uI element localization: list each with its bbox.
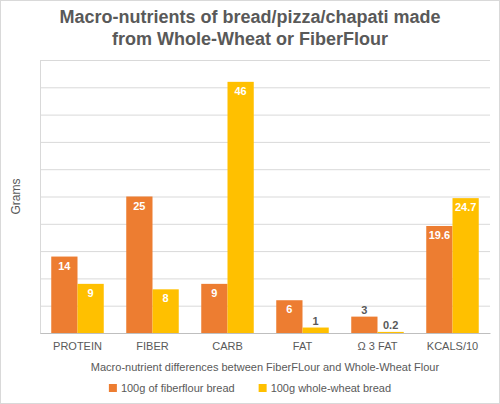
data-label: 8	[163, 292, 169, 304]
y-tick	[40, 87, 490, 88]
x-tick: FAT	[293, 333, 313, 352]
data-label: 3	[361, 304, 367, 316]
grid-line	[40, 142, 490, 143]
y-tick	[40, 224, 490, 225]
legend-item: 100g whole-wheat bread	[259, 382, 391, 394]
grid-line	[40, 169, 490, 170]
x-axis: PROTEIN FIBER CARB FAT Ω 3 FAT KCALS/10	[41, 333, 491, 352]
legend: 100g of fiberflour bread 100g whole-wheat…	[109, 382, 391, 394]
bars	[51, 82, 479, 333]
y-tick	[40, 197, 490, 198]
x-tick: CARB	[212, 333, 243, 352]
grid-line	[40, 115, 490, 116]
x-tick-label: FIBER	[136, 340, 168, 352]
legend-label: 100g of fiberflour bread	[121, 382, 235, 394]
bar	[153, 289, 179, 333]
grid-line	[40, 333, 490, 334]
bar	[126, 197, 152, 334]
x-tick-label: CARB	[212, 340, 243, 352]
x-tick: Ω 3 FAT	[358, 333, 398, 352]
bar	[51, 257, 77, 333]
y-axis-title: Grams	[9, 179, 23, 215]
y-tick	[40, 115, 490, 116]
data-label: 1	[313, 315, 319, 327]
bar	[378, 332, 404, 333]
y-axis	[40, 61, 490, 334]
y-tick	[40, 333, 490, 334]
bar	[453, 198, 479, 333]
x-axis-line	[41, 333, 491, 334]
data-label: 24.7	[455, 201, 476, 213]
bar	[276, 300, 302, 333]
data-label: 14	[58, 260, 71, 272]
bar	[228, 82, 254, 333]
data-label: 6	[286, 303, 292, 315]
x-axis-title: Macro-nutrient differences between Fiber…	[91, 361, 440, 373]
grid-line	[40, 60, 490, 61]
y-axis-line	[41, 61, 491, 334]
x-tick: FIBER	[136, 333, 168, 352]
legend-swatch	[109, 384, 117, 392]
grid-line	[40, 87, 490, 88]
data-label: 9	[88, 287, 94, 299]
data-label: 9	[211, 287, 217, 299]
bar	[426, 226, 452, 333]
grid-line	[40, 306, 490, 307]
bar	[303, 328, 329, 333]
x-tick: PROTEIN	[53, 333, 102, 352]
bar	[201, 284, 227, 333]
legend-label: 100g whole-wheat bread	[271, 382, 391, 394]
x-tick-label: PROTEIN	[53, 340, 102, 352]
plot: PROTEIN FIBER CARB FAT Ω 3 FAT KCALS/10 14 25 9 6…	[40, 61, 491, 353]
chart-frame	[1, 1, 500, 404]
y-tick	[40, 251, 490, 252]
grid-line	[40, 278, 490, 279]
bar	[78, 284, 104, 333]
x-tick-label: FAT	[293, 340, 313, 352]
y-tick	[40, 142, 490, 143]
x-tick-label: KCALS/10	[427, 340, 478, 352]
x-tick: KCALS/10	[427, 333, 478, 352]
y-tick	[40, 60, 490, 61]
data-label: 25	[133, 200, 145, 212]
data-label: 0.2	[383, 319, 398, 331]
bar	[351, 317, 377, 333]
grid-line	[40, 251, 490, 252]
legend-swatch	[259, 384, 267, 392]
x-tick-label: Ω 3 FAT	[358, 340, 398, 352]
data-labels: 14 25 9 6 3 19.6 9 8 46 1 0.2 24.7	[58, 85, 476, 331]
grid-line	[40, 197, 490, 198]
legend-item: 100g of fiberflour bread	[109, 382, 235, 394]
data-label: 19.6	[429, 229, 450, 241]
y-tick	[40, 306, 490, 307]
data-label: 46	[235, 85, 247, 97]
y-tick	[40, 278, 490, 279]
y-tick	[40, 169, 490, 170]
grid-line	[40, 224, 490, 225]
title: Macro-nutrients of bread/pizza/chapati m…	[40, 6, 460, 50]
chart: PROTEIN FIBER CARB FAT Ω 3 FAT KCALS/10 14 25 9 6…	[0, 0, 500, 404]
